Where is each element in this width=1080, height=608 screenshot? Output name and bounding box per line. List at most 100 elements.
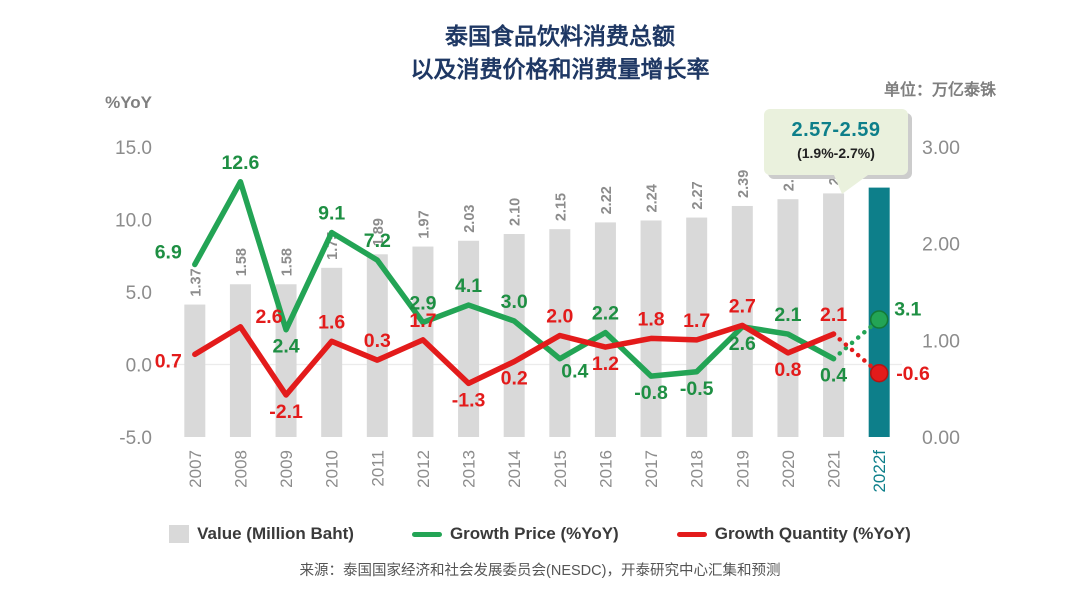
chart-title-line1: 泰国食品饮料消费总额 (445, 23, 675, 49)
right-axis-tick: 1.00 (922, 330, 960, 352)
bar-value-label: 2.22 (599, 186, 615, 214)
left-axis-title: %YoY (105, 93, 153, 112)
bar-value-label: 2.39 (736, 170, 752, 198)
year-tick-label: 2017 (642, 450, 661, 488)
growth-quantity-value-label: 2.7 (729, 295, 756, 317)
left-axis-tick: 0.0 (126, 356, 152, 377)
left-axis-tick: -5.0 (119, 428, 152, 449)
year-tick-label: 2007 (186, 450, 205, 488)
growth-quantity-value-label: -0.6 (896, 363, 930, 385)
growth-quantity-value-label: 0.8 (774, 359, 801, 381)
source-line: 来源：泰国国家经济和社会发展委员会(NESDC)，开泰研究中心汇集和预测 (299, 563, 781, 579)
growth-quantity-value-label: 0.2 (501, 368, 528, 390)
growth-price-value-label: 2.1 (774, 304, 801, 326)
growth-quantity-value-label: -1.3 (452, 389, 486, 411)
growth-quantity-value-label: 0.7 (155, 350, 182, 372)
growth-price-value-label: 2.6 (729, 333, 756, 355)
growth-quantity-value-label: 1.7 (683, 310, 710, 332)
year-tick-label: 2013 (460, 450, 479, 488)
growth-price-line-swatch-icon (411, 531, 442, 537)
forecast-growth-range: (1.9%-2.7%) (797, 145, 875, 161)
bar-value-label: 1.58 (234, 248, 250, 276)
right-axis-tick: 2.00 (922, 234, 960, 256)
year-tick-label: 2019 (733, 450, 752, 488)
value-bar (640, 220, 662, 437)
growth-price-value-label: 12.6 (221, 152, 259, 174)
growth-price-value-label: 6.9 (155, 241, 182, 263)
growth-quantity-value-label: 2.6 (255, 306, 282, 328)
growth-quantity-value-label: 1.8 (638, 308, 665, 330)
year-tick-label: 2008 (231, 450, 250, 488)
growth-price-forecast-dot (869, 310, 889, 329)
value-bar (321, 267, 343, 437)
legend-item-value: Value (Million Baht) (169, 524, 354, 544)
year-tick-label: 2015 (551, 450, 570, 488)
growth-price-value-label: 0.4 (820, 365, 847, 387)
bar-value-label: 2.24 (645, 184, 661, 212)
left-axis-tick: 15.0 (115, 138, 152, 159)
value-bar (823, 193, 845, 437)
chart-title-line2: 以及消费价格和消费量增长率 (410, 56, 710, 83)
year-tick-label: 2016 (596, 450, 615, 488)
growth-quantity-line-swatch-icon (676, 531, 707, 537)
year-tick-label: 2020 (779, 450, 798, 488)
growth-price-value-label: 3.1 (894, 299, 921, 321)
value-bar (731, 205, 753, 437)
growth-price-line (192, 179, 837, 379)
year-tick-label: 2012 (414, 450, 433, 488)
growth-quantity-value-label: 1.6 (318, 311, 345, 333)
legend-label-value: Value (Million Baht) (197, 524, 354, 543)
value-bar-swatch-icon (169, 525, 190, 543)
growth-price-value-label: 2.4 (273, 336, 300, 358)
growth-quantity-value-label: 1.2 (592, 353, 619, 375)
bar-value-label: 1.37 (188, 268, 204, 296)
bar-value-label: 1.97 (416, 210, 432, 238)
growth-quantity-value-label: 2.1 (820, 304, 847, 326)
legend-label-growth-quantity: Growth Quantity (%YoY) (714, 524, 911, 543)
growth-quantity-value-label: 2.0 (546, 306, 573, 328)
unit-label: 单位：万亿泰铢 (883, 82, 996, 99)
growth-price-value-label: 4.1 (455, 275, 482, 297)
year-tick-label: 2018 (688, 450, 707, 488)
legend-label-growth-price: Growth Price (%YoY) (449, 524, 619, 543)
bar-value-label: 2.15 (553, 193, 569, 221)
left-axis-tick: 5.0 (126, 283, 152, 304)
value-bar (184, 304, 206, 437)
year-tick-label: 2014 (505, 450, 524, 488)
growth-quantity-forecast-dotted-line (831, 331, 882, 376)
growth-price-forecast-dotted-line (831, 317, 882, 361)
chart-title: 泰国食品饮料消费总额 以及消费价格和消费量增长率 (60, 20, 1060, 87)
growth-quantity-line (192, 322, 837, 398)
bar-value-label: 2.27 (690, 181, 706, 209)
legend-item-growth-quantity: Growth Quantity (%YoY) (676, 524, 911, 544)
forecast-callout: 2.57-2.59 (1.9%-2.7%) (764, 109, 908, 194)
growth-price-value-label: -0.8 (634, 382, 668, 404)
value-bar (229, 284, 251, 437)
bar-value-label: 2.10 (508, 198, 524, 226)
legend: Value (Million Baht) Growth Price (%YoY)… (0, 524, 1080, 544)
growth-price-value-label: 7.2 (364, 230, 391, 252)
growth-quantity-value-label: 1.7 (409, 310, 436, 332)
growth-price-value-label: 9.1 (318, 203, 345, 225)
bar-value-label: 1.89 (371, 218, 387, 246)
value-bar (503, 234, 525, 437)
year-tick-label: 2010 (323, 450, 342, 488)
value-bar (686, 217, 708, 437)
year-tick-label: 2021 (825, 450, 844, 488)
forecast-value-range: 2.57-2.59 (791, 119, 881, 141)
right-axis-tick: 0.00 (922, 427, 960, 449)
growth-price-value-label: 0.4 (561, 361, 588, 383)
value-bar (777, 199, 799, 437)
value-bar (594, 222, 616, 437)
growth-price-value-label: 3.0 (501, 291, 528, 313)
growth-quantity-value-label: -2.1 (269, 401, 303, 423)
year-tick-label: 2009 (277, 450, 296, 488)
value-bar (458, 240, 480, 437)
year-tick-label: 2011 (368, 450, 387, 487)
growth-price-value-label: 2.9 (409, 292, 436, 314)
left-axis-tick: 10.0 (115, 211, 152, 232)
growth-price-value-label: -0.5 (680, 378, 714, 400)
legend-item-growth-price: Growth Price (%YoY) (411, 524, 619, 544)
